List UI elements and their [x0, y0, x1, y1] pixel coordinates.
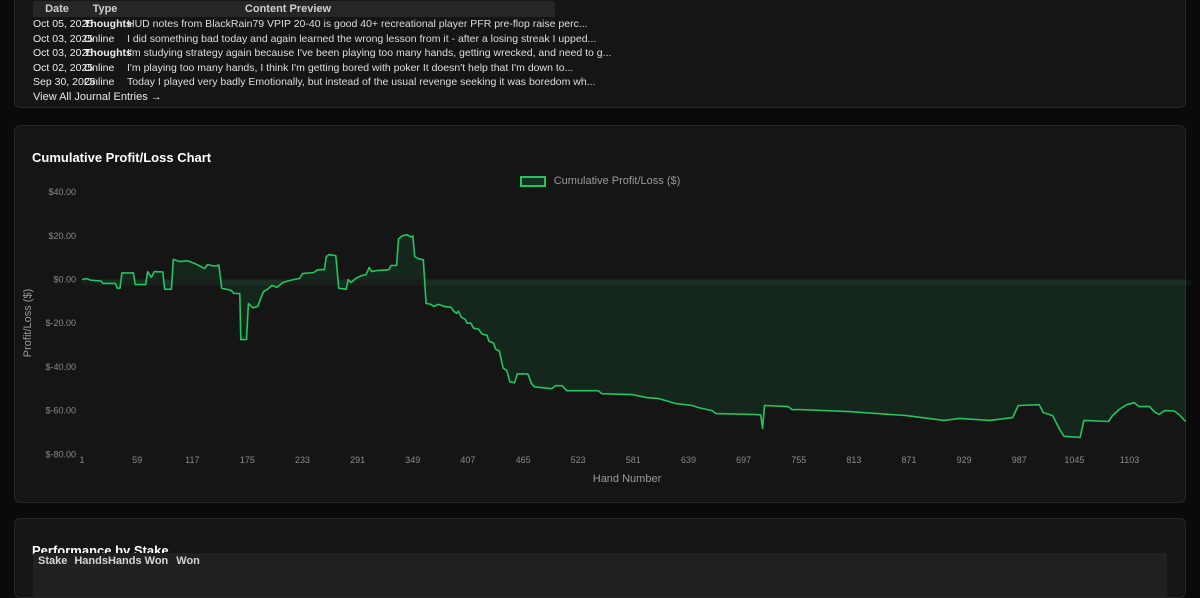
journal-row[interactable]: Oct 03, 2025 Online I did something bad … [33, 32, 596, 47]
y-tick-label: $20.00 [48, 231, 76, 241]
journal-col-preview: Content Preview [244, 3, 332, 15]
journal-row-type: Online [84, 32, 115, 45]
performance-by-stake-card: Performance by Stake Stake HandsHands Won… [14, 518, 1186, 598]
x-tick-label: 581 [626, 455, 641, 465]
x-tick-label: 233 [295, 455, 310, 465]
y-tick-label: $-20.00 [45, 318, 76, 328]
x-tick-label: 1 [79, 455, 84, 465]
chart-legend: Cumulative Profit/Loss ($) [15, 175, 1185, 187]
y-tick-label: $0.00 [53, 275, 76, 285]
chart-line [81, 233, 1187, 439]
journal-rows: Oct 05, 2025 Thoughts HUD notes from Bla… [33, 17, 611, 90]
journal-table: Date Type Content Preview Oct 05, 2025 T… [33, 1, 611, 90]
journal-row-preview: I'm studying strategy again because I've… [127, 47, 612, 60]
y-tick-label: $-40.00 [45, 362, 76, 372]
y-axis-title: Profit/Loss ($) [22, 289, 34, 357]
x-tick-label: 929 [957, 455, 972, 465]
journal-row-type: Online [84, 61, 115, 74]
journal-col-date: Date [45, 3, 69, 15]
journal-row-type: Thoughts [84, 18, 132, 30]
stake-col-header: Stake [38, 555, 68, 567]
journal-row[interactable]: Oct 02, 2025 Online I'm playing too many… [33, 61, 573, 76]
journal-row-preview: Today I played very badly Emotionally, b… [127, 76, 596, 89]
legend-swatch-icon [519, 175, 546, 187]
journal-row-date: Oct 03, 2025 [33, 47, 94, 60]
x-tick-label: 117 [185, 455, 199, 465]
x-tick-label: 697 [736, 455, 751, 465]
x-tick-label: 175 [240, 455, 255, 465]
view-all-journal-link[interactable]: View All Journal Entries → [33, 91, 162, 103]
stake-col-header: Hands [74, 555, 108, 567]
journal-row[interactable]: Oct 03, 2025 Thoughts I'm studying strat… [33, 46, 611, 61]
x-axis-title: Hand Number [593, 473, 662, 485]
x-tick-label: 813 [846, 455, 861, 465]
journal-row-date: Oct 02, 2025 [33, 61, 94, 74]
stake-col-header: Won [176, 555, 200, 567]
profit-loss-line-chart: $40.00 $20.00 $0.00 $-20.00 $-40.00 $-60.00 $-… [22, 187, 1192, 485]
journal-row-preview: I did something bad today and again lear… [127, 32, 597, 45]
x-tick-label: 871 [901, 455, 916, 465]
x-tick-label: 755 [791, 455, 806, 465]
x-tick-label: 639 [681, 455, 696, 465]
chart-area-fill [82, 234, 1186, 438]
journal-row-preview: I'm playing too many hands, I think I'm … [127, 61, 574, 74]
journal-col-type: Type [92, 3, 118, 15]
y-tick-label: $-60.00 [45, 406, 76, 416]
journal-row-preview: HUD notes from BlackRain79 VPIP 20-40 is… [127, 18, 588, 30]
x-tick-label: 1103 [1120, 455, 1139, 465]
x-tick-label: 407 [460, 455, 475, 465]
legend-label: Cumulative Profit/Loss ($) [553, 175, 681, 187]
journal-row-type: Online [84, 76, 115, 89]
journal-row-date: Oct 03, 2025 [33, 32, 94, 45]
journal-row[interactable]: Sep 30, 2025 Online Today I played very … [33, 75, 596, 90]
stake-table-header: Stake HandsHands Won Won [33, 553, 1167, 597]
journal-table-header: Date Type Content Preview [33, 1, 555, 17]
x-tick-label: 349 [405, 455, 420, 465]
chart-title: Cumulative Profit/Loss Chart [32, 149, 212, 165]
x-tick-label: 465 [516, 455, 531, 465]
zero-baseline-band [82, 279, 1192, 286]
journal-row-type: Thoughts [84, 47, 132, 60]
y-tick-label: $40.00 [48, 187, 76, 197]
journal-row[interactable]: Oct 05, 2025 Thoughts HUD notes from Bla… [33, 17, 588, 32]
stake-col-header: Hands Won [107, 555, 169, 567]
x-tick-label: 59 [132, 455, 142, 465]
journal-row-date: Oct 05, 2025 [33, 18, 94, 30]
x-tick-label: 1045 [1064, 455, 1084, 465]
x-tick-label: 987 [1012, 455, 1027, 465]
profit-loss-chart-card: Cumulative Profit/Loss Chart Cumulative … [14, 125, 1192, 503]
journal-entries-card: Date Type Content Preview Oct 05, 2025 T… [14, 0, 1186, 108]
y-tick-label: $-80.00 [45, 449, 76, 459]
x-tick-label: 291 [350, 455, 365, 465]
x-tick-label: 523 [571, 455, 586, 465]
journal-row-date: Sep 30, 2025 [33, 76, 96, 89]
